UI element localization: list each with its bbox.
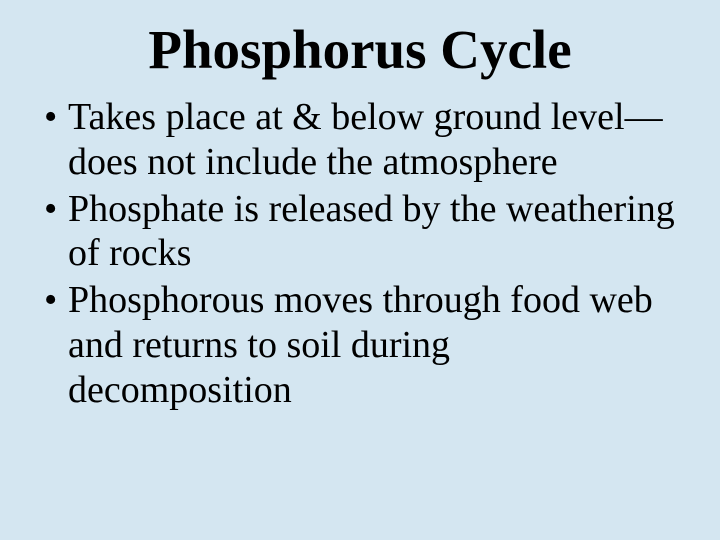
bullet-list: Takes place at & below ground level—does…: [40, 95, 680, 413]
bullet-item: Takes place at & below ground level—does…: [40, 95, 680, 185]
bullet-item: Phosphorous moves through food web and r…: [40, 278, 680, 412]
bullet-item: Phosphate is released by the weathering …: [40, 187, 680, 277]
slide-title: Phosphorus Cycle: [40, 18, 680, 81]
